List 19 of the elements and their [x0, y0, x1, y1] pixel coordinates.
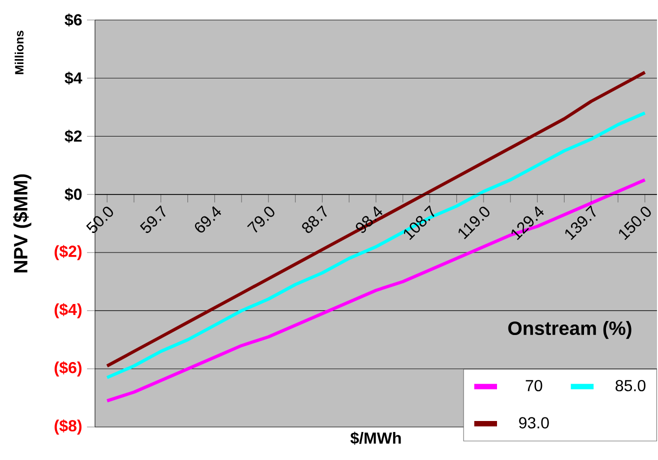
x-tick-label: 98.4 — [356, 206, 382, 233]
y-tick-label: $2 — [64, 130, 82, 143]
y-tick-label: ($6) — [54, 361, 82, 376]
y-tick-label: ($2) — [54, 244, 82, 260]
x-tick-label: 50.0 — [86, 206, 114, 233]
y-tick-label: $6 — [64, 13, 82, 27]
y-tick-label: ($8) — [54, 419, 82, 435]
x-axis-title: $/MWh — [350, 432, 401, 445]
y-axis-title: NPV ($MM) — [13, 174, 32, 272]
y-tick-label: $0 — [64, 188, 82, 201]
y-tick-label: $4 — [64, 72, 82, 85]
text: Millions — [14, 30, 24, 74]
legend-label: 93.0 — [519, 417, 549, 428]
y-tick-label: ($4) — [54, 303, 82, 318]
x-tick-label: 69.4 — [194, 206, 222, 233]
legend-title: Onstream (%) — [508, 320, 632, 339]
legend-label: 85.0 — [616, 380, 646, 392]
x-tick-label: 79.0 — [247, 206, 274, 233]
legend-label: 70 — [526, 380, 542, 392]
